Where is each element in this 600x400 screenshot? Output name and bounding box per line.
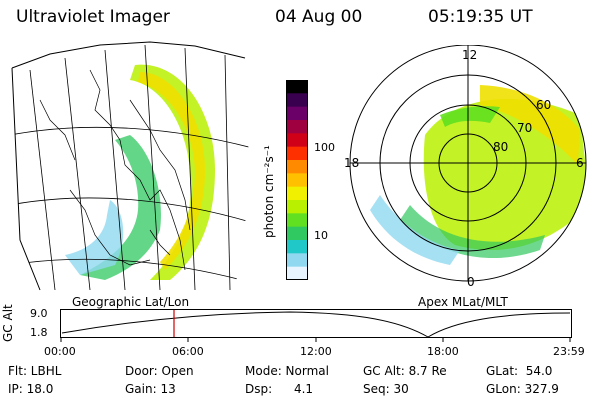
colorbar-swatch [286,253,308,268]
timeline-frame [60,309,572,338]
mlt-label-6: 6 [576,156,584,170]
colorbar-frame [286,80,308,280]
colorbar-swatch [286,186,308,201]
timeline-x-tick-0000: 00:00 [44,345,76,358]
mlat-label-60: 60 [536,98,551,112]
colorbar-swatch [286,226,308,241]
colorbar-unit-label: photon cm⁻²s⁻¹ [262,145,276,238]
colorbar-swatch [286,173,308,188]
colorbar-swatch [286,160,308,174]
colorbar-swatch [286,146,308,161]
colorbar [286,80,308,281]
colorbar-swatch [286,106,308,121]
colorbar-swatch [286,266,308,281]
dsp-info: Dsp: 4.1 [245,382,313,396]
timeline-x-tick-1800: 18:00 [427,345,459,358]
projection-top-edge [11,41,246,69]
colorbar-gradient [286,80,308,281]
polar-grid [349,45,587,282]
timeline-ticks [60,337,571,342]
aurora-diffuse-region [80,135,161,280]
timeline-x-tick-2359: 23:59 [553,345,585,358]
instrument-title: Ultraviolet Imager [16,7,170,27]
orbit-altitude-plot [60,309,572,342]
colorbar-swatch [286,80,308,94]
colorbar-tick-100: 100 [314,141,335,154]
polar-aurora-diffuse [370,195,460,265]
mlat-label-80: 80 [493,140,508,154]
mlt-label-18: 18 [344,156,359,170]
polar-aurora-bright [480,85,580,165]
geographic-grid [12,44,250,290]
timeline-y-axis-label: GC Alt [1,304,15,342]
gain-info: Gain: 13 [125,382,176,396]
coastline-outline [39,69,191,271]
dsp-value: 4.1 [293,382,314,396]
colorbar-swatch [286,93,308,108]
door-info: Door: Open [125,364,194,378]
filter-info: Flt: LBHL [8,364,62,378]
mlat-label-70: 70 [517,121,532,135]
mlt-label-12: 12 [462,48,477,62]
left-panel-caption: Geographic Lat/Lon [72,295,190,309]
polar-aurora-arc [440,106,500,127]
glon-info: GLon: 327.9 [486,382,559,396]
seq-info: Seq: 30 [363,382,409,396]
timeline-x-tick-1200: 12:00 [300,345,332,358]
geographic-image-panel [11,41,250,291]
polar-image-panel: 12 18 6 0 60 70 80 [344,45,587,289]
mlt-label-0: 0 [467,275,475,289]
gc-alt-info: GC Alt: 8.7 Re [363,364,447,378]
colorbar-swatch [286,213,308,228]
colorbar-swatch [286,200,308,214]
aurora-dim-region [65,200,124,275]
colorbar-tick-10: 10 [314,229,328,242]
time-label: 05:19:35 UT [428,7,533,27]
colorbar-swatch [286,133,308,148]
glat-info: GLat: 54.0 [486,364,553,378]
mode-info: Mode: Normal [245,364,329,378]
dsp-label: Dsp: [245,382,273,396]
timeline-x-tick-0600: 06:00 [172,345,204,358]
colorbar-swatch [286,120,308,134]
right-panel-caption: Apex MLat/MLT [418,295,508,309]
orbit-altitude-curve [61,311,571,338]
timeline-y-tick-high: 9.0 [30,307,48,320]
projection-left-edge [11,67,41,291]
timeline-y-tick-low: 1.8 [30,326,48,339]
date-label: 04 Aug 00 [275,7,363,27]
colorbar-swatch [286,240,308,254]
ip-info: IP: 18.0 [8,382,54,396]
